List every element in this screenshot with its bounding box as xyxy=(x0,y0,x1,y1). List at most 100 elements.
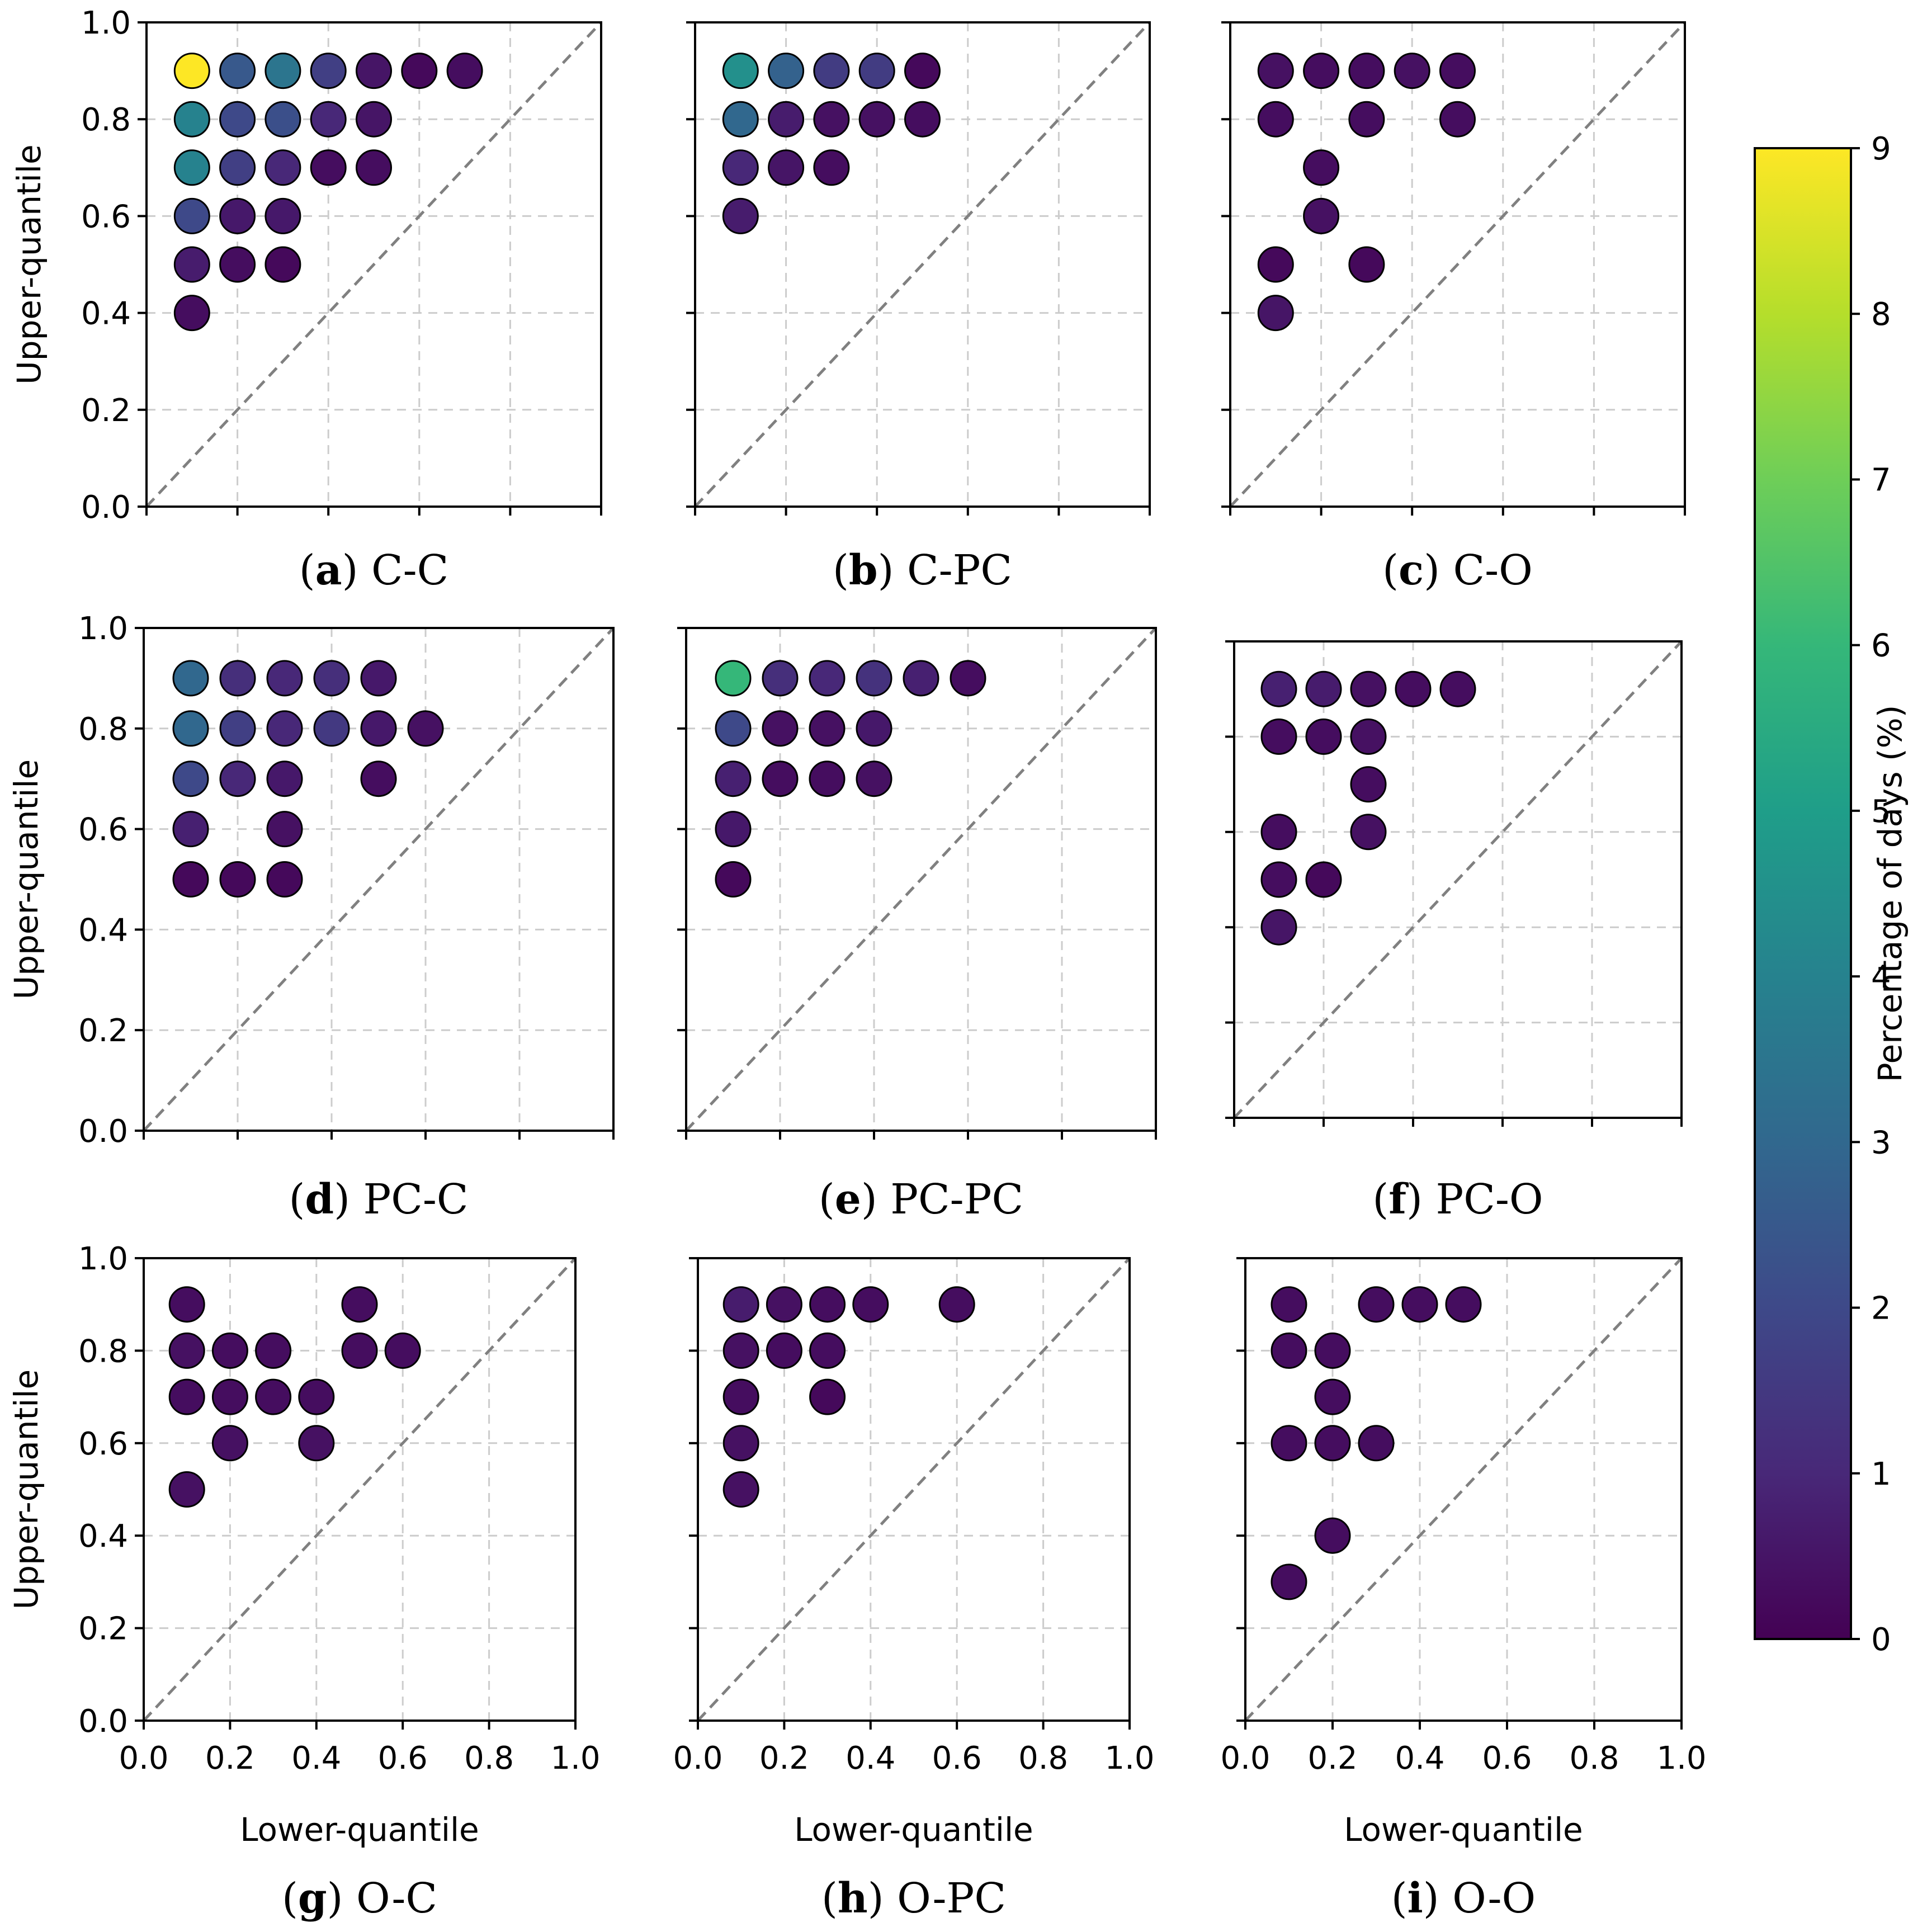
panel-letter: f xyxy=(1388,1175,1409,1224)
data-point xyxy=(715,760,752,797)
data-point xyxy=(950,660,986,697)
data-point xyxy=(265,197,301,234)
panel-title: PC-C xyxy=(363,1175,468,1224)
y-tick-label: 0.4 xyxy=(78,912,128,948)
data-point xyxy=(768,149,805,186)
data-point xyxy=(1271,1563,1307,1600)
data-point xyxy=(1257,101,1294,138)
y-tick-label: 0.0 xyxy=(78,1113,128,1150)
y-tick-label: 0.8 xyxy=(81,102,131,138)
y-tick-label: 1.0 xyxy=(78,1241,128,1277)
x-axis-label: Lower-quantile xyxy=(240,1811,479,1849)
data-point xyxy=(768,101,805,138)
data-point xyxy=(1358,1425,1395,1462)
data-point xyxy=(809,760,846,797)
data-point xyxy=(715,861,752,897)
data-point xyxy=(809,710,846,747)
diagonal-reference-line xyxy=(697,1257,1131,1722)
panel-title: PC-O xyxy=(1436,1175,1543,1224)
x-tick-label: 0.0 xyxy=(119,1740,168,1777)
data-point xyxy=(173,295,210,332)
data-point xyxy=(1257,295,1294,332)
data-point xyxy=(1271,1286,1307,1323)
data-point xyxy=(173,197,210,234)
panel-title: C-PC xyxy=(907,546,1012,594)
data-point xyxy=(313,710,350,747)
data-point xyxy=(173,101,210,138)
data-point xyxy=(401,53,438,89)
x-tick-label: 0.8 xyxy=(464,1740,514,1777)
data-point xyxy=(1445,1286,1482,1323)
data-point xyxy=(407,710,444,747)
data-point xyxy=(766,1332,802,1369)
x-tick-label: 0.6 xyxy=(378,1740,428,1777)
data-point xyxy=(722,197,759,234)
data-point xyxy=(722,1332,759,1369)
data-point xyxy=(298,1378,335,1415)
data-point xyxy=(813,53,850,89)
x-tick-label: 0.4 xyxy=(291,1740,341,1777)
data-point xyxy=(255,1378,292,1415)
panel-letter: c xyxy=(1399,546,1424,594)
data-point xyxy=(219,710,256,747)
data-point xyxy=(446,53,483,89)
data-point xyxy=(856,710,892,747)
y-tick-label: 0.0 xyxy=(81,489,131,526)
data-point xyxy=(341,1286,378,1323)
diagonal-reference-line xyxy=(143,627,615,1132)
colorbar-tick-label: 1 xyxy=(1871,1456,1891,1492)
data-point xyxy=(1314,1378,1351,1415)
diagonal-reference-line xyxy=(143,1257,577,1722)
colorbar-tick-label: 7 xyxy=(1871,462,1891,498)
data-point xyxy=(172,811,209,848)
data-point xyxy=(1257,53,1294,89)
panel-title: C-O xyxy=(1453,546,1533,594)
data-point xyxy=(310,101,347,138)
data-point xyxy=(809,1286,846,1323)
data-point xyxy=(858,53,895,89)
data-point xyxy=(265,246,301,283)
data-point xyxy=(266,811,303,848)
x-tick-label: 0.2 xyxy=(205,1740,255,1777)
data-point xyxy=(1260,718,1297,755)
data-point xyxy=(813,101,850,138)
colorbar-tick-label: 4 xyxy=(1871,959,1891,995)
data-point xyxy=(1260,670,1297,707)
panel-caption: (a) C-C xyxy=(299,546,448,594)
data-point xyxy=(1303,149,1340,186)
y-axis-label: Upper-quantile xyxy=(7,1369,45,1609)
y-tick-label: 0.2 xyxy=(81,393,131,429)
x-tick-label: 1.0 xyxy=(550,1740,600,1777)
data-point xyxy=(356,149,392,186)
data-point xyxy=(1305,861,1342,898)
data-point xyxy=(313,660,350,697)
data-point xyxy=(903,660,939,697)
data-point xyxy=(168,1332,205,1369)
panel-g: 0.00.0 0.2 0.2 0.4 0.4 0.6 0.6 0.8 0.8 1.0 1.0 Uppe… xyxy=(7,1241,601,1922)
panel-f: (f) PC-O xyxy=(1225,640,1683,1224)
panel-caption: (d) PC-C xyxy=(289,1175,468,1224)
data-point xyxy=(172,861,209,897)
y-tick-label: 1.0 xyxy=(78,611,128,647)
data-point xyxy=(1305,670,1342,707)
data-point xyxy=(1350,670,1387,707)
data-point xyxy=(938,1286,975,1323)
x-axis-label: Lower-quantile xyxy=(1344,1811,1583,1849)
panel-i: 0.0 0.2 0.4 0.6 0.8 1.0 Lower-quantile (i) O-O xyxy=(1220,1257,1707,1922)
data-point xyxy=(219,246,256,283)
data-point xyxy=(168,1471,205,1508)
axes-frame xyxy=(685,627,1157,1132)
x-tick-label: 0.0 xyxy=(1220,1740,1270,1777)
data-point xyxy=(310,149,347,186)
data-point xyxy=(904,101,941,138)
data-point xyxy=(1439,670,1476,707)
data-point xyxy=(809,660,846,697)
data-point xyxy=(341,1332,378,1369)
colorbar-label: Percentage of days (%) xyxy=(1871,705,1909,1083)
data-point xyxy=(722,1471,759,1508)
data-point xyxy=(219,197,256,234)
data-point xyxy=(360,710,397,747)
data-point xyxy=(265,101,301,138)
panel-title: O-C xyxy=(356,1874,437,1922)
data-point xyxy=(1350,718,1387,755)
